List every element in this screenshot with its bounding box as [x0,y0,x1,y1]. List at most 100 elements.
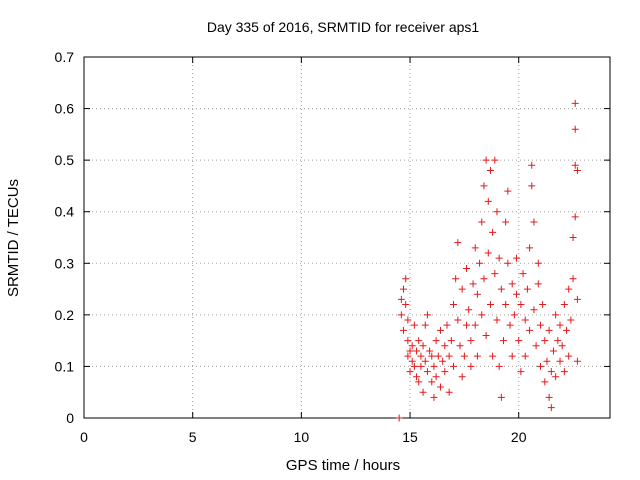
data-point [478,218,486,226]
data-point [408,342,416,350]
x-tick-label: 15 [402,429,418,445]
data-point [563,326,571,334]
y-tick-label: 0.6 [55,101,75,117]
data-point [536,321,544,329]
data-point [543,357,551,365]
data-point [523,285,531,293]
data-point [497,393,505,401]
data-point [545,393,553,401]
data-point [545,326,553,334]
data-point [517,301,525,309]
data-point [493,316,501,324]
data-point [432,337,440,345]
data-point [413,373,421,381]
data-point [417,352,425,360]
data-point [502,301,510,309]
data-point [565,352,573,360]
data-point [510,311,518,319]
data-point [471,321,479,329]
data-point [458,285,466,293]
data-point [526,326,534,334]
x-axis-label: GPS time / hours [286,457,400,474]
data-point [445,388,453,396]
data-point [480,275,488,283]
data-point [450,362,458,370]
x-tick-label: 20 [511,429,527,445]
data-point [404,316,412,324]
data-point [452,275,460,283]
data-point [573,295,581,303]
data-point [528,182,536,190]
data-point [458,373,466,381]
data-point [406,368,414,376]
x-tick-label: 0 [80,429,88,445]
data-point [454,316,462,324]
data-point [534,280,542,288]
data-point [482,156,490,164]
data-point [484,249,492,257]
data-point [530,218,538,226]
data-point [565,285,573,293]
data-point [441,368,449,376]
data-point [573,357,581,365]
data-point [467,337,475,345]
data-point [515,337,523,345]
data-point [439,357,447,365]
data-point [417,362,425,370]
data-point [421,357,429,365]
data-point [467,362,475,370]
data-point [534,259,542,267]
data-point [571,125,579,133]
y-tick-label: 0.1 [55,358,75,374]
data-point [493,208,501,216]
data-point [400,326,408,334]
data-point [489,228,497,236]
data-point [569,275,577,283]
data-point [556,321,564,329]
data-point [413,347,421,355]
data-point [486,166,494,174]
data-point [428,352,436,360]
data-point [415,378,423,386]
data-point [421,321,429,329]
data-point [513,254,521,262]
data-point [410,362,418,370]
data-point [402,301,410,309]
data-point [436,383,444,391]
data-point [573,166,581,174]
data-point [404,337,412,345]
data-point [423,368,431,376]
data-point [480,182,488,190]
data-point [441,342,449,350]
data-point [397,311,405,319]
data-point [484,197,492,205]
data-point [506,321,514,329]
data-point [473,352,481,360]
y-tick-label: 0.2 [55,307,75,323]
data-point [486,301,494,309]
data-point [489,352,497,360]
data-point [532,342,540,350]
y-tick-label: 0.3 [55,255,75,271]
data-point [428,378,436,386]
data-point [526,244,534,252]
data-point [508,280,516,288]
plot-frame [83,56,611,419]
data-point [495,362,503,370]
data-point [465,306,473,314]
x-tick-label: 10 [294,429,310,445]
data-point [536,362,544,370]
data-point [558,342,566,350]
data-point [541,378,549,386]
y-tick-label: 0 [66,410,74,426]
data-point [502,218,510,226]
data-point [508,352,516,360]
data-point [491,156,499,164]
data-point [419,342,427,350]
data-point [499,337,507,345]
data-point [471,244,479,252]
data-point [513,290,521,298]
data-point [528,161,536,169]
data-point [432,373,440,381]
